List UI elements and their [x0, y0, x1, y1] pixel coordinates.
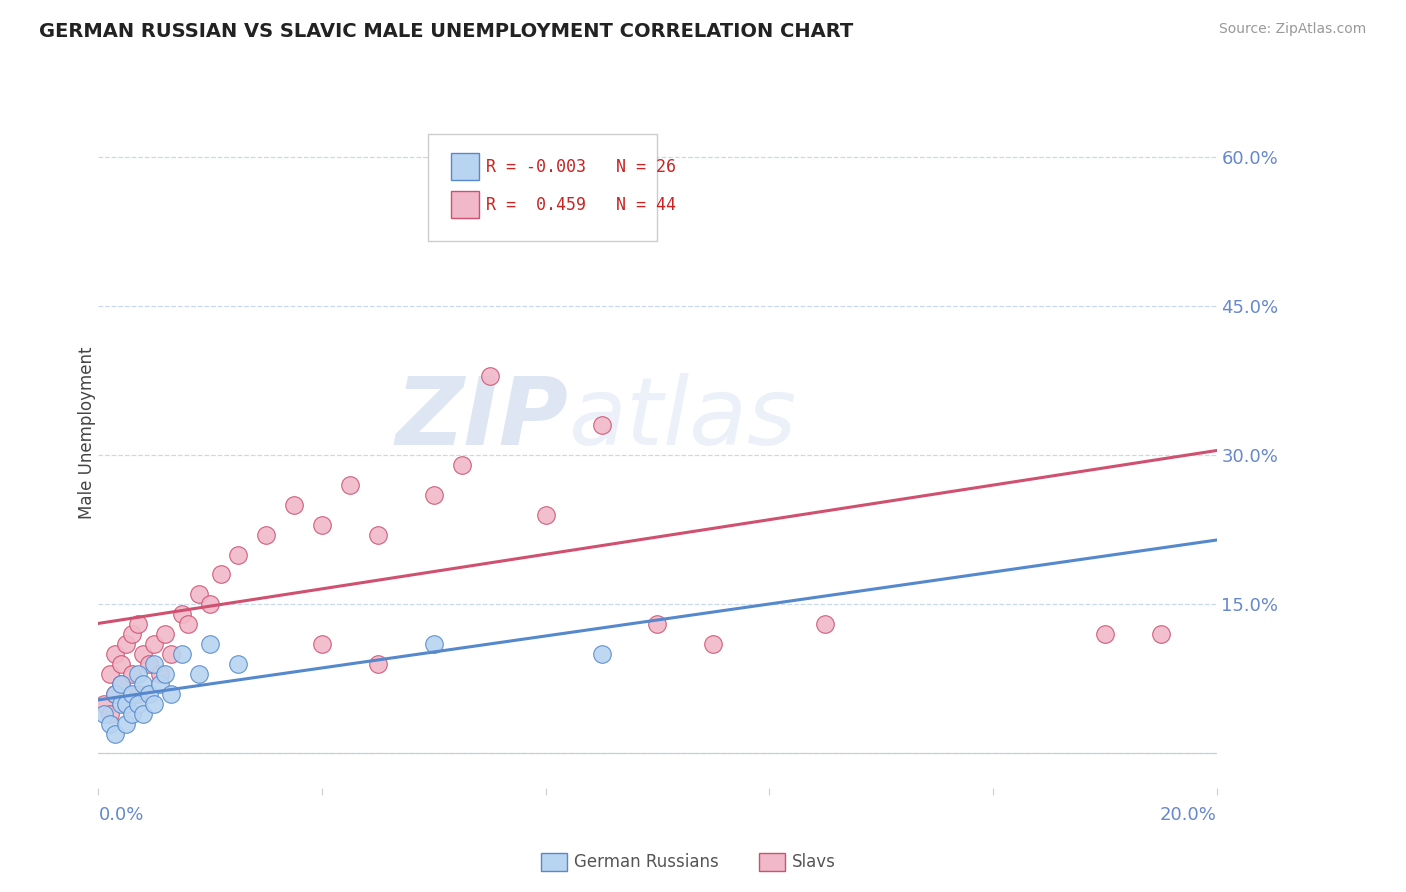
Point: [423, 488, 446, 502]
Point: [450, 458, 472, 472]
Point: [423, 637, 446, 651]
Point: [160, 647, 183, 661]
Point: [226, 548, 249, 562]
Point: [98, 706, 121, 721]
Text: 20.0%: 20.0%: [1160, 806, 1216, 824]
Point: [98, 666, 121, 681]
Text: ZIP: ZIP: [395, 373, 568, 465]
Point: [132, 706, 155, 721]
Point: [160, 687, 183, 701]
Point: [188, 666, 211, 681]
Point: [149, 666, 172, 681]
Point: [110, 697, 132, 711]
Point: [93, 706, 115, 721]
Point: [115, 716, 138, 731]
Point: [591, 418, 613, 433]
Point: [198, 637, 221, 651]
Y-axis label: Male Unemployment: Male Unemployment: [79, 347, 96, 519]
Point: [104, 687, 127, 701]
Point: [367, 657, 389, 671]
Point: [104, 687, 127, 701]
Point: [127, 617, 149, 632]
Text: GERMAN RUSSIAN VS SLAVIC MALE UNEMPLOYMENT CORRELATION CHART: GERMAN RUSSIAN VS SLAVIC MALE UNEMPLOYME…: [39, 22, 853, 41]
Point: [814, 617, 837, 632]
Point: [591, 647, 613, 661]
Point: [254, 527, 277, 541]
Point: [1149, 627, 1171, 641]
Point: [143, 697, 166, 711]
Point: [138, 657, 160, 671]
Point: [149, 677, 172, 691]
Point: [506, 150, 529, 164]
Point: [177, 617, 200, 632]
Point: [702, 637, 724, 651]
Point: [127, 666, 149, 681]
Text: German Russians: German Russians: [574, 853, 718, 871]
Point: [132, 647, 155, 661]
Point: [104, 647, 127, 661]
FancyBboxPatch shape: [429, 135, 658, 241]
Point: [93, 697, 115, 711]
Point: [172, 607, 194, 622]
Point: [367, 527, 389, 541]
Point: [104, 726, 127, 740]
Point: [647, 617, 669, 632]
Point: [172, 647, 194, 661]
Text: 0.0%: 0.0%: [98, 806, 143, 824]
Point: [138, 687, 160, 701]
Point: [127, 697, 149, 711]
Point: [311, 517, 333, 532]
Text: R = -0.003   N = 26: R = -0.003 N = 26: [486, 158, 676, 176]
Point: [143, 637, 166, 651]
Point: [115, 697, 138, 711]
Point: [534, 508, 557, 522]
FancyBboxPatch shape: [450, 153, 478, 180]
Point: [127, 687, 149, 701]
Text: R =  0.459   N = 44: R = 0.459 N = 44: [486, 195, 676, 214]
Point: [226, 657, 249, 671]
Point: [98, 716, 121, 731]
FancyBboxPatch shape: [450, 191, 478, 219]
Point: [155, 627, 177, 641]
Point: [339, 478, 361, 492]
Text: Slavs: Slavs: [792, 853, 835, 871]
Point: [311, 637, 333, 651]
Point: [478, 179, 501, 194]
Point: [110, 657, 132, 671]
Text: Source: ZipAtlas.com: Source: ZipAtlas.com: [1219, 22, 1367, 37]
Text: atlas: atlas: [568, 373, 796, 464]
Point: [115, 637, 138, 651]
Point: [121, 666, 143, 681]
Point: [1094, 627, 1116, 641]
Point: [188, 587, 211, 601]
Point: [121, 627, 143, 641]
Point: [143, 657, 166, 671]
Point: [121, 706, 143, 721]
Point: [209, 567, 232, 582]
Point: [155, 666, 177, 681]
Point: [283, 498, 305, 512]
Point: [198, 597, 221, 611]
Point: [121, 687, 143, 701]
Point: [110, 677, 132, 691]
Point: [478, 368, 501, 383]
Point: [110, 677, 132, 691]
Point: [132, 677, 155, 691]
Point: [115, 697, 138, 711]
